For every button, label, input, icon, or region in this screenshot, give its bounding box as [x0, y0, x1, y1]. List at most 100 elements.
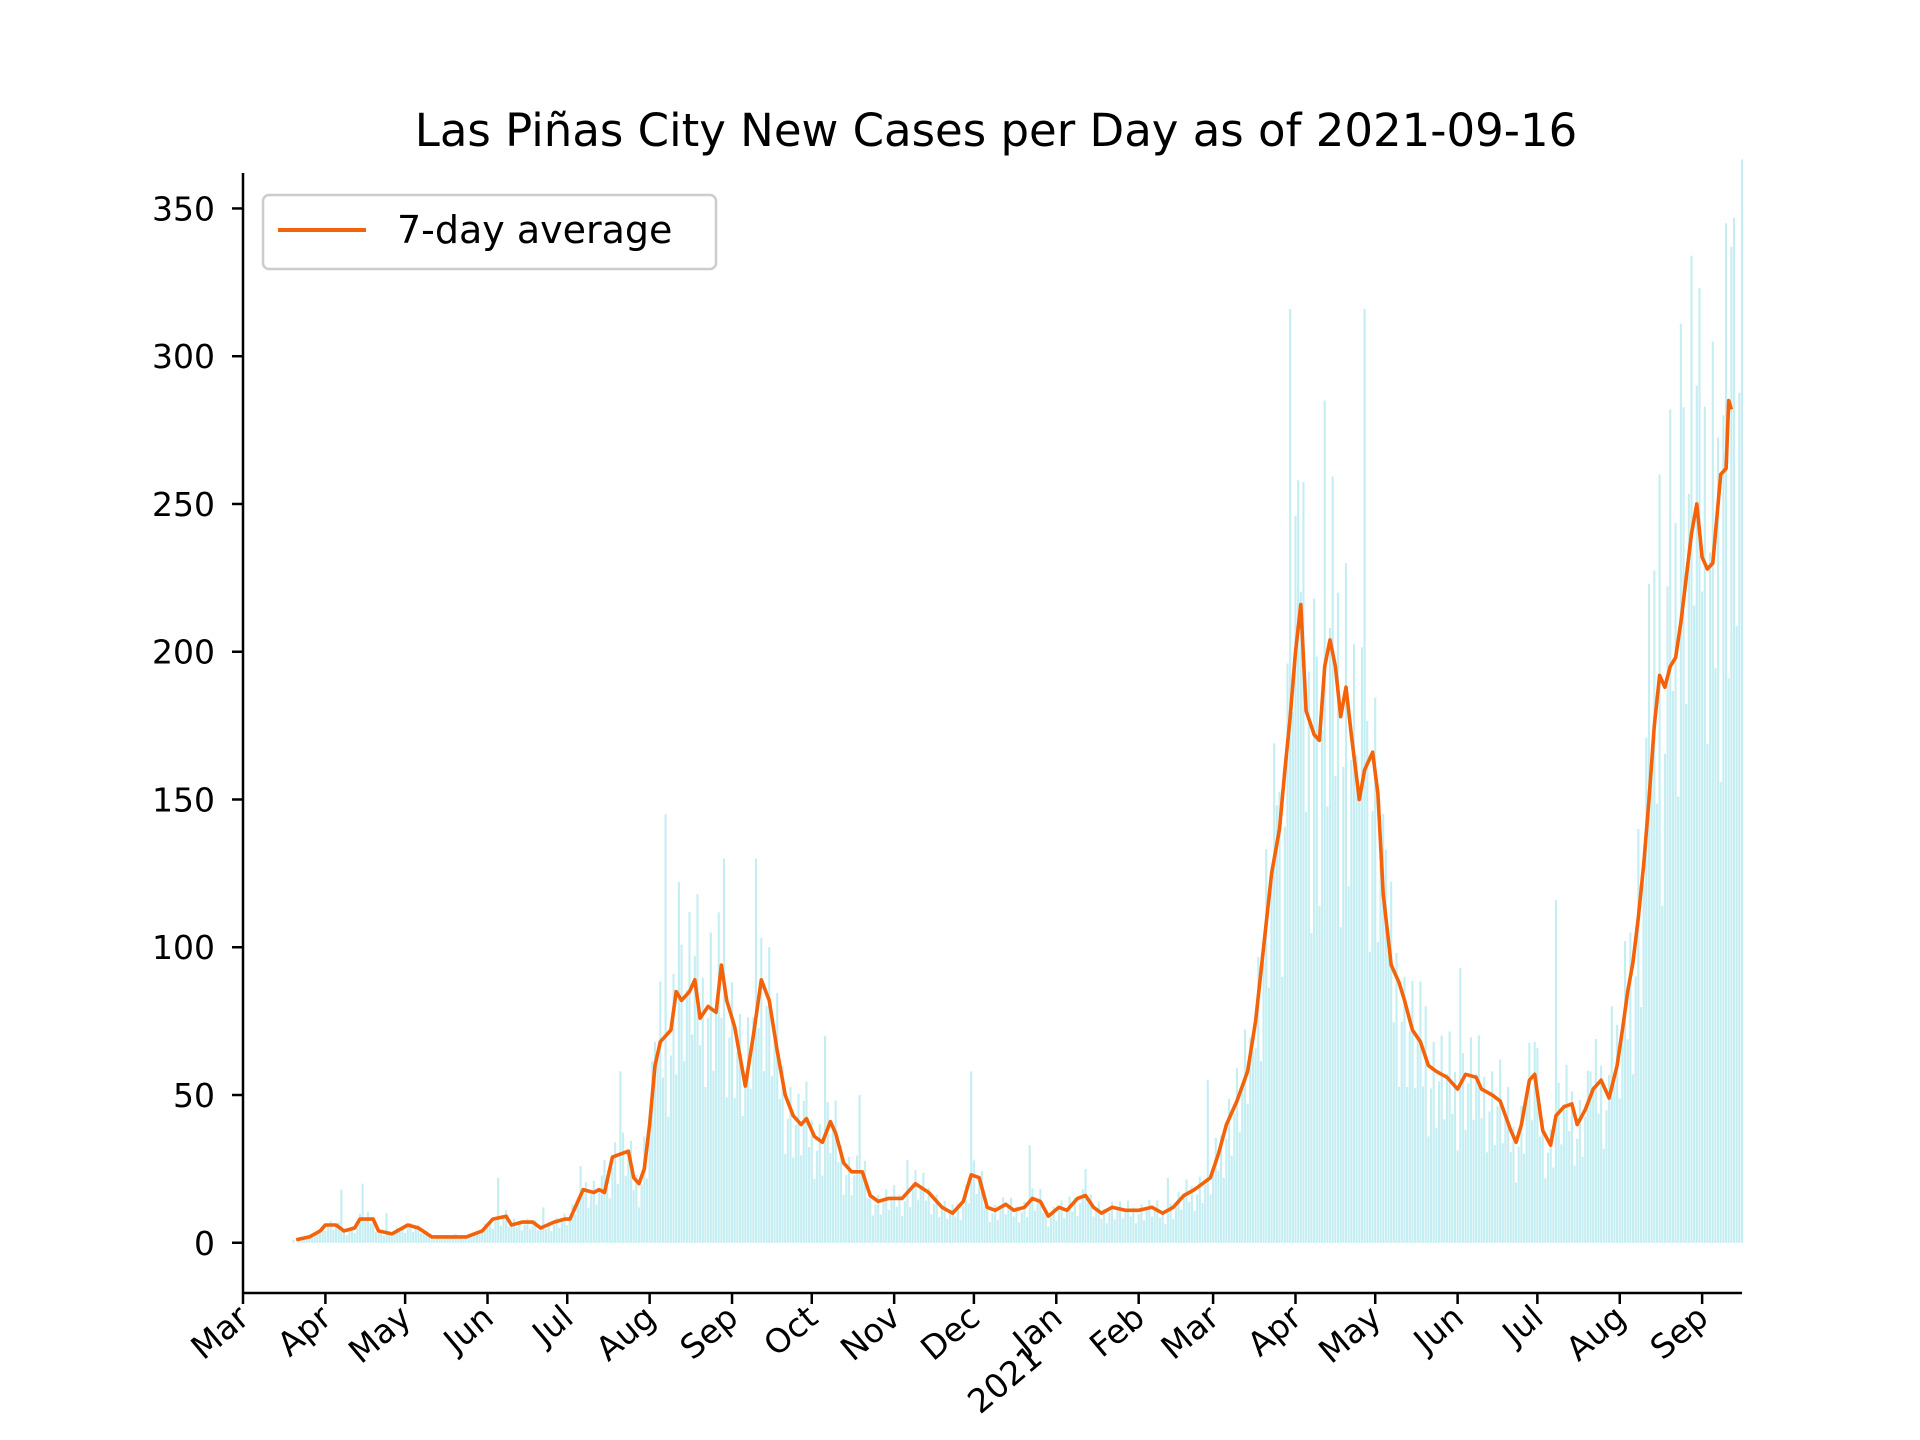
daily-case-bar: [494, 1221, 497, 1243]
daily-case-bar: [1666, 586, 1669, 1243]
daily-case-bar: [1406, 1087, 1409, 1243]
daily-case-bar: [789, 1087, 792, 1243]
daily-case-bar: [946, 1218, 949, 1243]
daily-case-bar: [364, 1218, 367, 1243]
daily-case-bar: [1435, 1127, 1438, 1243]
daily-case-bar: [1424, 1006, 1427, 1243]
daily-case-bar: [972, 1160, 975, 1243]
daily-case-bar: [1653, 570, 1656, 1243]
daily-case-bar: [1443, 1119, 1446, 1243]
daily-case-bar: [622, 1132, 625, 1243]
daily-case-bar: [1549, 1129, 1552, 1243]
daily-case-bar: [1190, 1186, 1193, 1243]
daily-case-bar: [893, 1185, 896, 1243]
daily-case-bar: [337, 1222, 340, 1243]
daily-case-bar: [438, 1235, 441, 1243]
daily-case-bar: [1605, 1110, 1608, 1243]
daily-case-bar: [757, 1027, 760, 1243]
daily-case-bar: [829, 1153, 832, 1243]
daily-case-bar: [308, 1235, 311, 1243]
daily-case-bar: [1076, 1216, 1079, 1243]
daily-case-bar: [1727, 678, 1730, 1243]
daily-case-bar: [1297, 480, 1300, 1243]
daily-case-bar: [1180, 1209, 1183, 1243]
daily-case-bar: [1581, 1156, 1584, 1243]
daily-case-bar: [932, 1203, 936, 1243]
daily-case-bar: [590, 1194, 593, 1243]
daily-case-bar: [584, 1181, 587, 1243]
daily-case-bar: [1610, 1006, 1613, 1243]
daily-case-bar: [1222, 1177, 1225, 1243]
daily-case-bar: [768, 947, 771, 1243]
daily-case-bar: [1387, 935, 1390, 1243]
daily-case-bar: [486, 1228, 489, 1243]
daily-case-bar: [1140, 1204, 1143, 1243]
daily-case-bar: [1158, 1217, 1162, 1243]
daily-case-bar: [776, 993, 779, 1243]
daily-case-bar: [1504, 1113, 1507, 1243]
legend-frame: [261, 193, 718, 271]
daily-case-bar: [412, 1231, 415, 1243]
x-tick-label: Apr: [270, 1297, 339, 1364]
daily-case-bar: [635, 1175, 638, 1243]
daily-case-bar: [515, 1227, 518, 1243]
daily-case-bar: [951, 1204, 954, 1243]
daily-case-bar: [606, 1175, 609, 1243]
daily-case-bar: [358, 1213, 362, 1243]
daily-case-bar: [685, 989, 688, 1243]
x-tick-label: Feb: [1082, 1297, 1152, 1364]
daily-case-bar: [576, 1197, 579, 1243]
daily-case-bar: [909, 1207, 912, 1243]
daily-case-bar: [1674, 523, 1677, 1243]
daily-case-bar: [1719, 781, 1722, 1243]
x-tick-label: Jul: [523, 1297, 580, 1354]
daily-case-bar: [526, 1218, 529, 1243]
daily-case-bar: [1302, 482, 1305, 1243]
daily-case-bar: [906, 1160, 909, 1243]
daily-case-bar: [1119, 1201, 1122, 1243]
daily-case-bar: [1036, 1199, 1039, 1243]
daily-case-bar: [369, 1223, 372, 1243]
daily-case-bar: [1419, 981, 1422, 1243]
daily-case-bar: [964, 1184, 967, 1243]
daily-case-bar: [297, 1239, 300, 1243]
daily-case-bar: [723, 858, 726, 1243]
daily-case-bar: [839, 1145, 843, 1243]
daily-case-bar: [1350, 759, 1353, 1243]
daily-case-bar: [656, 1049, 659, 1243]
daily-case-bar: [600, 1175, 603, 1243]
daily-case-bar: [1475, 1073, 1478, 1243]
daily-case-bar: [794, 1124, 797, 1243]
daily-case-bar: [1153, 1208, 1156, 1243]
daily-case-bar: [1392, 1022, 1395, 1243]
daily-case-bar: [614, 1142, 617, 1243]
daily-case-bar: [396, 1227, 399, 1243]
daily-case-bar: [1212, 1168, 1215, 1243]
daily-case-bar: [1594, 1039, 1597, 1243]
daily-case-bar: [1270, 865, 1273, 1243]
daily-case-bar: [340, 1189, 343, 1243]
daily-case-bar: [1031, 1188, 1034, 1243]
daily-case-bar: [1568, 1131, 1571, 1243]
daily-case-bar: [1134, 1223, 1138, 1243]
daily-case-bar: [1307, 671, 1310, 1243]
daily-case-bar: [853, 1175, 856, 1243]
daily-case-bar: [534, 1219, 537, 1243]
daily-case-bar: [619, 1071, 622, 1243]
daily-case-bar: [1339, 927, 1342, 1243]
x-tick-label: May: [341, 1297, 418, 1371]
x-tick-label: Aug: [1558, 1297, 1632, 1368]
daily-case-bar: [1129, 1216, 1132, 1243]
daily-case-bar: [1698, 288, 1701, 1243]
daily-case-bar: [1334, 776, 1337, 1243]
daily-case-bar: [818, 1123, 821, 1243]
daily-case-bar: [345, 1235, 348, 1243]
daily-case-bar: [1294, 515, 1297, 1243]
daily-case-bar: [1313, 598, 1316, 1243]
daily-case-bar: [1565, 1064, 1568, 1243]
y-tick-label: 200: [152, 633, 215, 672]
daily-case-bar: [1336, 592, 1340, 1243]
daily-case-bar: [1584, 1116, 1587, 1243]
daily-case-bar: [1161, 1210, 1164, 1243]
daily-case-bar: [481, 1230, 484, 1243]
